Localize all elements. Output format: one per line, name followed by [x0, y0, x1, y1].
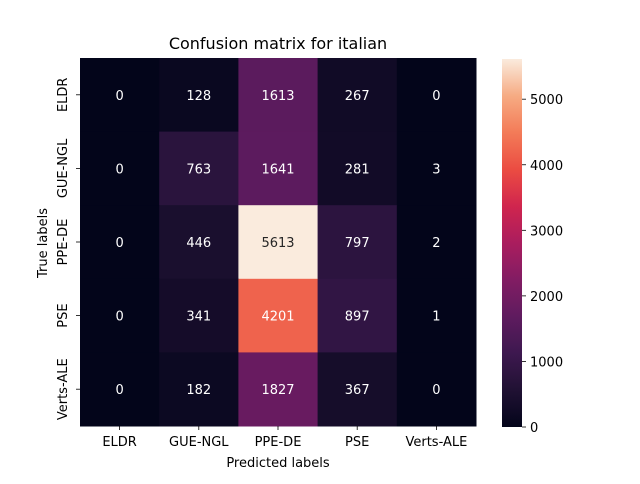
cell-value-label: 341	[186, 310, 211, 325]
x-tick-label: ELDR	[102, 435, 137, 450]
cell-value-label: 0	[115, 383, 123, 398]
heatmap-cell-gue-ngl-verts-ale	[396, 131, 477, 206]
colorbar-tick-label: 1000	[530, 355, 563, 370]
heatmap-cells: 0 128 1613 267 0 0 763 1641 281 3 0 446 5613 797 2 0 341…	[80, 58, 477, 427]
cell-value-label: 1641	[261, 162, 294, 177]
heatmap-cell-pse-gue-ngl	[159, 278, 239, 353]
cell-value-label: 267	[345, 89, 370, 104]
heatmap-cell-ppe-de-pse	[317, 205, 398, 280]
x-tick-labels: ELDR GUE-NGL PPE-DE PSE Verts-ALE	[102, 426, 467, 450]
cell-value-label: 4201	[261, 310, 294, 325]
heatmap-cell-pse-eldr	[80, 278, 160, 353]
heatmap-cell-pse-verts-ale	[396, 278, 477, 353]
cell-value-label: 897	[345, 310, 370, 325]
heatmap-cell-eldr-eldr	[80, 58, 160, 133]
cell-value-label: 2	[432, 236, 440, 251]
y-tick-label: GUE-NGL	[56, 138, 71, 198]
heatmap-cell-ppe-de-ppe-de	[238, 205, 319, 280]
colorbar-tick-label: 2000	[530, 290, 563, 305]
heatmap-cell-verts-ale-pse	[317, 352, 398, 427]
cell-value-label: 446	[186, 236, 211, 251]
y-tick-label: Verts-ALE	[56, 358, 71, 420]
cell-value-label: 0	[432, 89, 440, 104]
heatmap-cell-eldr-gue-ngl	[159, 58, 239, 133]
heatmap-cell-gue-ngl-gue-ngl	[159, 131, 239, 206]
cell-value-label: 128	[186, 89, 211, 104]
cell-value-label: 5613	[261, 236, 294, 251]
x-tick-label: GUE-NGL	[169, 435, 229, 450]
heatmap-cell-eldr-pse	[317, 58, 398, 133]
heatmap-cell-pse-pse	[317, 278, 398, 353]
cell-value-label: 0	[115, 236, 123, 251]
cell-value-label: 797	[345, 236, 370, 251]
cell-value-label: 0	[115, 89, 123, 104]
heatmap-cell-gue-ngl-ppe-de	[238, 131, 319, 206]
x-tick-label: Verts-ALE	[405, 435, 467, 450]
heatmap-cell-ppe-de-verts-ale	[396, 205, 477, 280]
x-tick-label: PSE	[345, 435, 369, 450]
y-tick-label: PSE	[56, 303, 71, 327]
y-axis-label: True labels	[36, 208, 51, 279]
cell-value-label: 367	[345, 383, 370, 398]
cell-value-label: 182	[186, 383, 211, 398]
heatmap-cell-verts-ale-verts-ale	[396, 352, 477, 427]
cell-value-label: 281	[345, 162, 370, 177]
cell-value-label: 0	[432, 383, 440, 398]
cell-value-label: 0	[115, 162, 123, 177]
cell-value-label: 1	[432, 310, 440, 325]
colorbar-tick-label: 5000	[530, 93, 563, 108]
heatmap-cell-ppe-de-eldr	[80, 205, 160, 280]
heatmap-cell-ppe-de-gue-ngl	[159, 205, 239, 280]
x-axis-label: Predicted labels	[226, 456, 330, 471]
y-tick-label: ELDR	[56, 78, 71, 113]
heatmap-cell-gue-ngl-eldr	[80, 131, 160, 206]
colorbar-ticks: 0 1000 2000 3000 4000 5000	[522, 93, 563, 436]
cell-value-label: 763	[186, 162, 211, 177]
heatmap-cell-pse-ppe-de	[238, 278, 319, 353]
cell-value-label: 0	[115, 310, 123, 325]
heatmap-cell-eldr-verts-ale	[396, 58, 477, 133]
y-tick-label: PPE-DE	[56, 219, 71, 266]
colorbar-tick-label: 4000	[530, 159, 563, 174]
heatmap-cell-verts-ale-eldr	[80, 352, 160, 427]
x-tick-label: PPE-DE	[255, 435, 302, 450]
colorbar-tick-label: 3000	[530, 224, 563, 239]
cell-value-label: 3	[432, 162, 440, 177]
heatmap-cell-verts-ale-gue-ngl	[159, 352, 239, 427]
colorbar-gradient	[502, 59, 522, 427]
heatmap-cell-gue-ngl-pse	[317, 131, 398, 206]
y-tick-labels: ELDR GUE-NGL PPE-DE PSE Verts-ALE	[56, 78, 80, 420]
cell-value-label: 1827	[261, 383, 294, 398]
chart-title: Confusion matrix for italian	[169, 34, 387, 53]
heatmap-cell-eldr-ppe-de	[238, 58, 319, 133]
heatmap-cell-verts-ale-ppe-de	[238, 352, 319, 427]
colorbar-tick-label: 0	[530, 421, 538, 436]
cell-value-label: 1613	[261, 89, 294, 104]
colorbar	[502, 59, 522, 427]
